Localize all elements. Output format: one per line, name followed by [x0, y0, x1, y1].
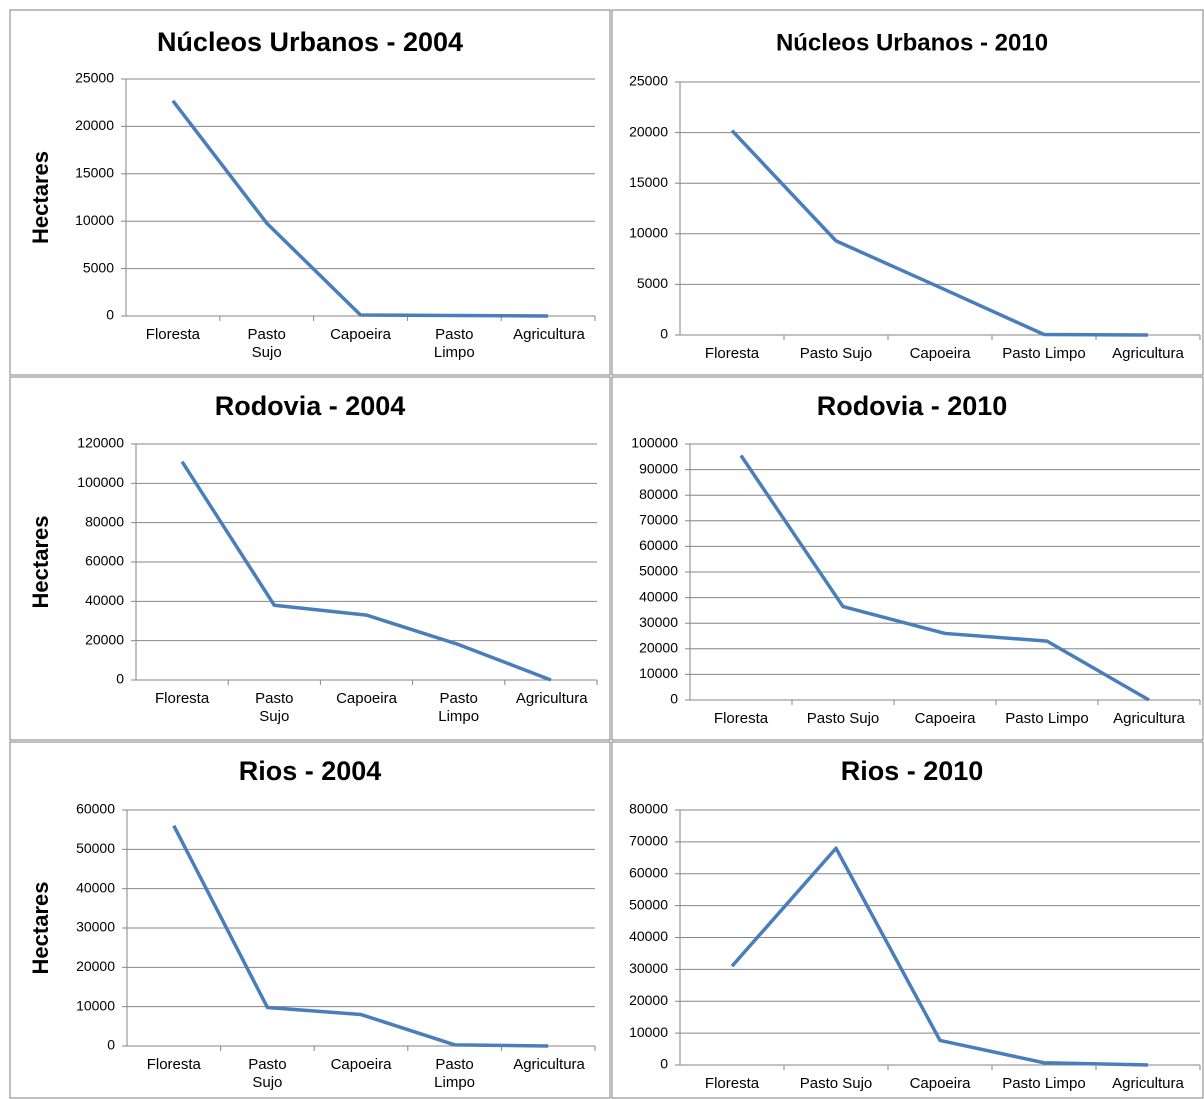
- y-tick-label: 25000: [629, 73, 668, 89]
- x-tick-label: Pasto Sujo: [806, 710, 880, 727]
- y-tick-label: 70000: [639, 512, 678, 528]
- data-line: [172, 824, 549, 1048]
- y-tick-label: 60000: [85, 553, 124, 569]
- y-tick-label: 0: [116, 671, 124, 687]
- x-tick-label: Pasto Sujo: [248, 1056, 287, 1091]
- chart-title: Rodovia - 2010: [817, 391, 1008, 421]
- panel-border: [9, 376, 611, 741]
- y-tick-label: 20000: [639, 640, 678, 656]
- y-tick-label: 10000: [629, 225, 668, 241]
- y-tick-label: 0: [107, 1037, 115, 1053]
- x-tick-label: Capoeira: [336, 690, 397, 707]
- x-tick-label: Pasto Limpo: [438, 690, 480, 725]
- y-tick-label: 5000: [83, 259, 114, 275]
- x-tick-label: Floresta: [145, 326, 200, 343]
- chart-title: Rios - 2004: [239, 756, 382, 786]
- y-tick-label: 30000: [639, 614, 678, 630]
- y-tick-label: 30000: [629, 960, 668, 976]
- x-tick-label: Capoeira: [909, 345, 971, 362]
- y-tick-label: 120000: [77, 435, 124, 451]
- y-axis-label: Hectares: [28, 882, 53, 975]
- x-tick-label: Pasto Limpo: [1005, 710, 1089, 727]
- y-tick-label: 50000: [76, 840, 115, 856]
- data-line: [171, 99, 549, 318]
- x-tick-label: Capoeira: [914, 710, 976, 727]
- x-tick-label: Pasto Sujo: [255, 690, 294, 725]
- y-tick-label: 40000: [639, 588, 678, 604]
- y-tick-label: 80000: [639, 486, 678, 502]
- x-tick-label: Pasto Limpo: [434, 1056, 476, 1091]
- y-axis-label: Hectares: [28, 151, 53, 244]
- y-tick-label: 10000: [639, 665, 678, 681]
- y-tick-label: 40000: [76, 879, 115, 895]
- y-tick-label: 20000: [75, 117, 114, 133]
- y-tick-label: 100000: [77, 474, 124, 490]
- y-tick-label: 25000: [75, 70, 114, 86]
- y-tick-label: 90000: [639, 460, 678, 476]
- chart-title: Núcleos Urbanos - 2004: [157, 27, 463, 57]
- x-tick-label: Agricultura: [1113, 710, 1185, 727]
- panel-border: [611, 741, 1204, 1099]
- x-tick-label: Agricultura: [513, 326, 585, 343]
- y-tick-label: 80000: [629, 801, 668, 817]
- y-tick-label: 0: [106, 307, 114, 323]
- y-tick-label: 0: [660, 326, 668, 342]
- data-line: [739, 454, 1150, 702]
- y-tick-label: 15000: [75, 165, 114, 181]
- panel-border: [9, 741, 611, 1099]
- x-tick-label: Capoeira: [909, 1075, 971, 1092]
- x-tick-label: Pasto Limpo: [433, 326, 475, 361]
- x-tick-label: Floresta: [713, 710, 769, 727]
- x-tick-label: Pasto Sujo: [799, 1075, 873, 1092]
- y-tick-label: 60000: [629, 864, 668, 880]
- x-tick-label: Pasto Sujo: [247, 326, 286, 361]
- y-tick-label: 70000: [629, 833, 668, 849]
- y-tick-label: 60000: [76, 801, 115, 817]
- x-tick-label: Capoeira: [330, 326, 391, 343]
- x-tick-label: Pasto Limpo: [1002, 345, 1086, 362]
- y-tick-label: 10000: [75, 212, 114, 228]
- x-tick-label: Agricultura: [513, 1056, 585, 1073]
- data-line: [730, 129, 1149, 337]
- chart-title: Núcleos Urbanos - 2010: [776, 29, 1048, 56]
- y-tick-label: 50000: [629, 896, 668, 912]
- y-tick-label: 40000: [629, 928, 668, 944]
- data-line: [730, 846, 1149, 1067]
- y-tick-label: 20000: [85, 631, 124, 647]
- x-tick-label: Floresta: [704, 345, 760, 362]
- x-tick-label: Floresta: [155, 690, 210, 707]
- panel-border: [9, 9, 611, 376]
- y-tick-label: 0: [660, 1056, 668, 1072]
- y-tick-label: 100000: [631, 435, 678, 451]
- y-tick-label: 60000: [639, 537, 678, 553]
- x-tick-label: Agricultura: [1112, 345, 1184, 362]
- y-tick-label: 50000: [639, 563, 678, 579]
- y-tick-label: 80000: [85, 513, 124, 529]
- y-tick-label: 20000: [76, 958, 115, 974]
- chart-title: Rios - 2010: [841, 756, 984, 786]
- y-tick-label: 10000: [76, 997, 115, 1013]
- y-axis-label: Hectares: [28, 516, 53, 609]
- y-tick-label: 0: [670, 691, 678, 707]
- x-tick-label: Agricultura: [1112, 1075, 1184, 1092]
- x-tick-label: Pasto Sujo: [799, 345, 873, 362]
- y-tick-label: 10000: [629, 1024, 668, 1040]
- y-tick-label: 20000: [629, 992, 668, 1008]
- y-tick-label: 20000: [629, 123, 668, 139]
- x-tick-label: Floresta: [704, 1075, 760, 1092]
- y-tick-label: 30000: [76, 919, 115, 935]
- panel-border: [611, 9, 1204, 376]
- data-line: [180, 460, 552, 682]
- y-tick-label: 5000: [637, 275, 668, 291]
- x-tick-label: Floresta: [146, 1056, 201, 1073]
- chart-title: Rodovia - 2004: [215, 391, 406, 421]
- y-tick-label: 40000: [85, 592, 124, 608]
- x-tick-label: Capoeira: [330, 1056, 392, 1073]
- panel-border: [611, 376, 1204, 741]
- y-tick-label: 15000: [629, 174, 668, 190]
- x-tick-label: Pasto Limpo: [1002, 1075, 1086, 1092]
- x-tick-label: Agricultura: [515, 690, 588, 707]
